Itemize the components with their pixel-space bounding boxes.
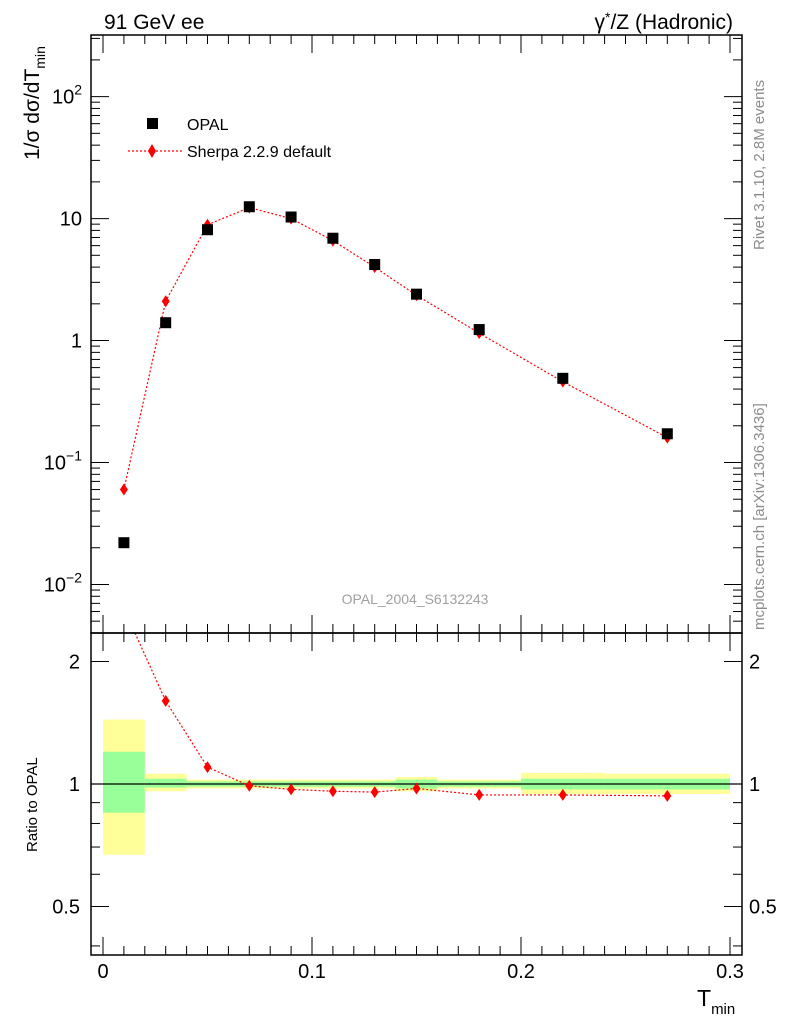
ratio-band-inner [144, 778, 187, 788]
main-data-point [160, 317, 172, 329]
ratio-mc-point [475, 788, 484, 801]
ratio-mc-point [328, 785, 337, 798]
ratio-mc-point [412, 782, 421, 795]
ratio-band-inner [103, 751, 145, 813]
main-mc-series [119, 201, 672, 496]
rivet-info: Rivet 3.1.10, 2.8M events [751, 80, 768, 250]
legend-mc-marker [148, 144, 156, 158]
x-tick-label: 0.1 [298, 961, 326, 983]
main-data-series [118, 201, 673, 549]
analysis-watermark: OPAL_2004_S6132243 [342, 591, 489, 607]
main-mc-line [123, 206, 668, 490]
ratio-mc-series [134, 632, 672, 802]
main-mc-point [161, 295, 170, 308]
ratio-mc-point [245, 779, 254, 792]
x-tick-label: 0.2 [507, 961, 535, 983]
axis-tick-labels: 10−2 10−1 1 10 102 0.5 0.5 1 1 2 2 0 0.1 0.2 0.3 [44, 82, 777, 983]
ratio-plot-frame [90, 632, 743, 956]
legend-mc-label: Sherpa 2.2.9 default [187, 144, 332, 161]
main-data-point [243, 201, 255, 213]
ratio-mc-point [161, 694, 170, 707]
ratio-y-tick-label: 0.5 [52, 896, 80, 918]
main-data-point [369, 259, 381, 271]
main-y-tick-label: 102 [52, 82, 82, 109]
legend-data-marker [147, 118, 158, 129]
legend-data-label: OPAL [187, 117, 229, 134]
ratio-y-tick-label: 1 [69, 774, 80, 796]
ratio-mc-point [558, 788, 567, 801]
ratio-mc-point [203, 761, 212, 774]
axis-ticks [91, 35, 742, 955]
main-data-point [327, 232, 339, 244]
ratio-y-tick-label-right: 1 [749, 774, 760, 796]
ratio-mc-point [663, 789, 672, 802]
main-data-point [411, 288, 422, 300]
main-y-tick-label: 1 [71, 331, 82, 353]
main-y-tick-label: 10 [60, 209, 82, 231]
main-y-tick-label: 10−2 [44, 569, 82, 596]
header-right: γ*/Z (Hadronic) [595, 9, 733, 34]
main-data-point [202, 224, 213, 236]
main-y-axis-label: 1/σ dσ/dTmin [21, 46, 48, 160]
x-tick-label: 0 [97, 961, 108, 983]
ratio-y-tick-label-right: 2 [749, 652, 760, 674]
ratio-mc-line [134, 632, 668, 797]
ratio-mc-point [287, 783, 296, 796]
ratio-y-tick-label: 2 [69, 652, 80, 674]
x-axis-label: Tmin [697, 985, 735, 1018]
header-left: 91 GeV ee [104, 11, 204, 34]
main-data-point [118, 537, 130, 549]
main-data-point [557, 372, 569, 384]
mcplots-info: mcplots.cern.ch [arXiv:1306.3436] [751, 403, 768, 630]
main-data-point [473, 324, 485, 336]
main-data-point [285, 211, 297, 223]
x-tick-label: 0.3 [716, 961, 744, 983]
ratio-y-tick-label-right: 0.5 [749, 896, 777, 918]
main-y-tick-label: 10−1 [44, 448, 82, 475]
ratio-mc-point [370, 786, 379, 799]
main-mc-point [119, 483, 128, 496]
main-data-point [661, 428, 673, 440]
ratio-y-axis-label: Ratio to OPAL [24, 757, 41, 852]
